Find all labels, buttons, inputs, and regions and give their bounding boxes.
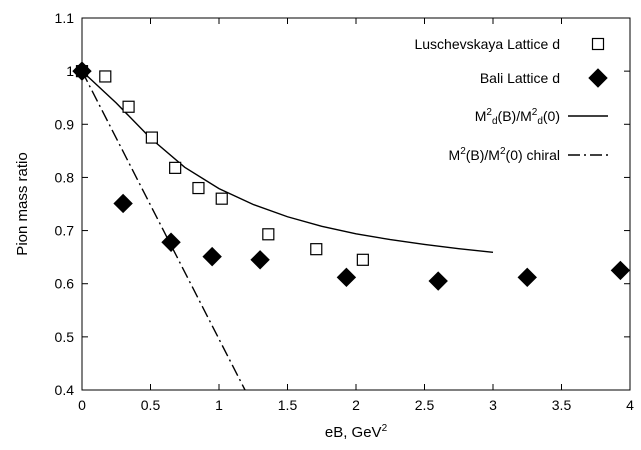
legend-bali-label: Bali Lattice d (480, 70, 560, 86)
bali-point (336, 267, 357, 288)
luschevskaya-point (169, 161, 182, 174)
x-tick-label: 1 (215, 397, 223, 413)
bali-point (72, 61, 92, 81)
luschevskaya-point (356, 253, 369, 266)
md-ratio-curve (81, 70, 494, 254)
y-tick-label: 0.6 (55, 276, 75, 292)
x-tick-label: 0 (78, 397, 86, 413)
luschevskaya-point (145, 131, 158, 144)
bali-point (113, 193, 133, 214)
bali-point (610, 260, 631, 281)
bali-point (428, 271, 448, 291)
y-tick-label: 0.9 (55, 116, 75, 132)
x-tick-label: 2.5 (415, 397, 435, 413)
bali-point (161, 232, 181, 252)
bali-point (250, 250, 270, 270)
x-tick-label: 2 (352, 397, 360, 413)
bali-point (517, 267, 537, 288)
legend-chiral-label: M2(B)/M2(0) chiral (449, 146, 560, 163)
luschevskaya-point (99, 70, 112, 83)
legend-luschevskaya-label: Luschevskaya Lattice d (414, 36, 560, 52)
legend-md-ratio-label: M2d(B)/M2d(0) (475, 107, 560, 127)
y-tick-label: 0.8 (55, 169, 75, 185)
legend-bali-symbol (588, 68, 608, 88)
luschevskaya-point (262, 228, 275, 241)
x-tick-label: 3 (489, 397, 497, 413)
y-tick-label: 0.4 (55, 382, 75, 398)
luschevskaya-point (192, 181, 205, 195)
y-axis-label: Pion mass ratio (14, 152, 31, 255)
luschevskaya-point (215, 192, 228, 205)
chiral-line (81, 70, 246, 391)
x-axis-label: eB, GeV2 (325, 423, 388, 441)
legend-luschevskaya-symbol (591, 37, 605, 51)
y-tick-label: 1 (66, 63, 74, 79)
x-tick-label: 4 (626, 397, 634, 413)
x-tick-label: 3.5 (552, 397, 572, 413)
y-tick-label: 0.5 (55, 329, 75, 345)
luschevskaya-point (122, 100, 135, 113)
bali-point (202, 246, 222, 267)
legend: Luschevskaya Lattice d Bali Lattice d M2d(… (414, 36, 608, 163)
y-tick-label: 0.7 (55, 223, 75, 239)
x-tick-label: 1.5 (278, 397, 298, 413)
y-tick-label: 1.1 (55, 10, 75, 26)
x-tick-label: 0.5 (141, 397, 161, 413)
luschevskaya-point (310, 243, 323, 256)
